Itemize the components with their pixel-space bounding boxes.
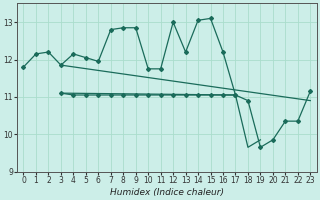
X-axis label: Humidex (Indice chaleur): Humidex (Indice chaleur) bbox=[110, 188, 224, 197]
